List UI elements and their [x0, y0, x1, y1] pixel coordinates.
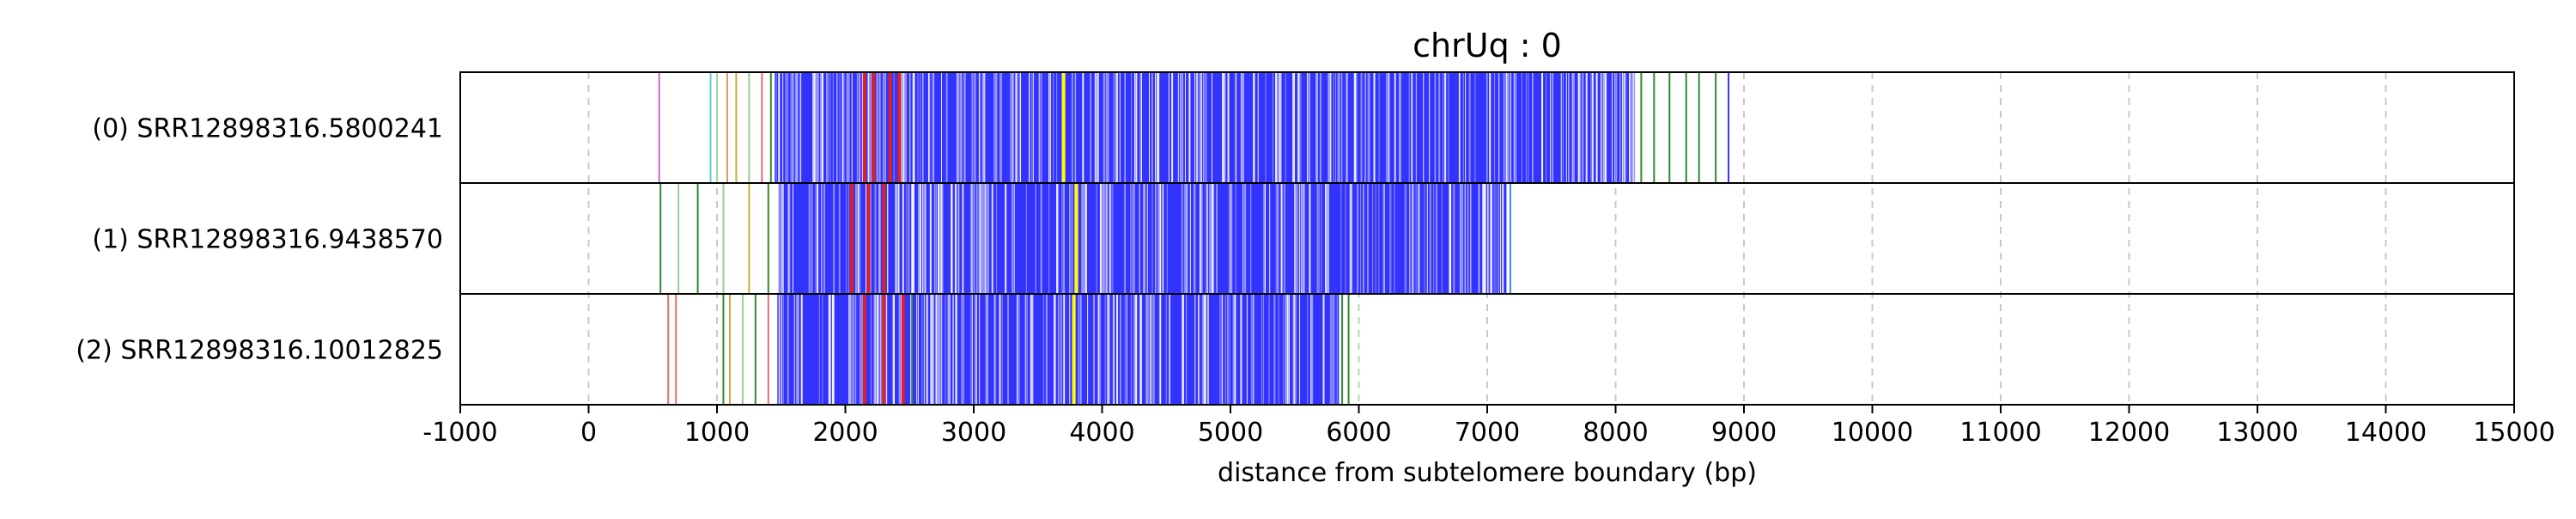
x-tick-label: 6000 — [1326, 418, 1391, 448]
x-tick-label: 11000 — [1959, 418, 2041, 448]
x-axis-label: distance from subtelomere boundary (bp) — [1218, 458, 1757, 488]
x-tick-label: 14000 — [2345, 418, 2427, 448]
x-tick-label: 4000 — [1069, 418, 1134, 448]
x-tick-label: 1000 — [684, 418, 750, 448]
x-tick-label: 15000 — [2473, 418, 2555, 448]
x-tick-label: 10000 — [1832, 418, 1913, 448]
x-tick-label: 3000 — [941, 418, 1006, 448]
x-tick-label: 13000 — [2216, 418, 2298, 448]
read-label: (1) SRR12898316.9438570 — [92, 225, 443, 255]
chart-title: chrUq : 0 — [1413, 27, 1562, 64]
x-tick-label: 2000 — [812, 418, 878, 448]
read-track — [459, 71, 2515, 184]
x-tick-label: 9000 — [1711, 418, 1777, 448]
x-axis: -1000 0 1000 2000 3000 4000 5000 6000 7000 8000 90… — [422, 405, 2555, 448]
read-track — [459, 182, 2515, 295]
read-label: (2) SRR12898316.10012825 — [76, 336, 443, 366]
x-tick-label: 0 — [580, 418, 597, 448]
x-tick-label: 5000 — [1198, 418, 1263, 448]
x-tick-label: -1000 — [422, 418, 497, 448]
x-tick-label: 12000 — [2088, 418, 2170, 448]
reads: (0) SRR12898316.5800241 (1) SRR12898316.9… — [76, 71, 2515, 406]
read-label: (0) SRR12898316.5800241 — [92, 114, 443, 144]
read-block — [778, 184, 1507, 293]
x-tick-label: 8000 — [1583, 418, 1648, 448]
plot-area: (0) SRR12898316.5800241 (1) SRR12898316.9… — [76, 71, 2555, 448]
x-tick-label: 7000 — [1455, 418, 1520, 448]
